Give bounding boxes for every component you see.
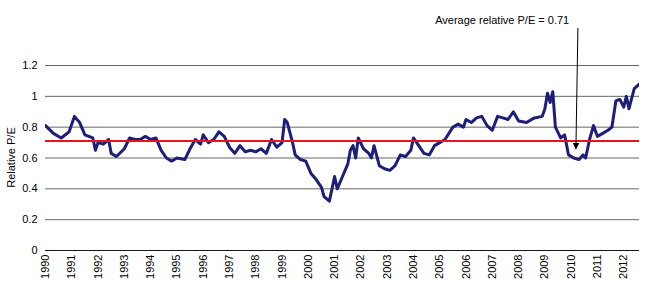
svg-text:2003: 2003 [381,255,393,279]
svg-text:0.6: 0.6 [22,152,37,164]
svg-text:2000: 2000 [302,255,314,279]
svg-text:0: 0 [31,244,37,256]
svg-text:2011: 2011 [591,255,603,279]
svg-text:2008: 2008 [512,255,524,279]
svg-text:1.2: 1.2 [22,59,37,71]
svg-text:1991: 1991 [65,255,77,279]
svg-text:2004: 2004 [407,255,419,279]
svg-text:1994: 1994 [144,255,156,279]
svg-text:0.2: 0.2 [22,213,37,225]
svg-text:1992: 1992 [92,255,104,279]
svg-text:1997: 1997 [223,255,235,279]
svg-text:Relative P/E: Relative P/E [5,127,17,188]
svg-text:1995: 1995 [170,255,182,279]
svg-text:1998: 1998 [249,255,261,279]
svg-text:1993: 1993 [118,255,130,279]
svg-text:1: 1 [31,90,37,102]
svg-text:2012: 2012 [617,255,629,279]
svg-text:2006: 2006 [460,255,472,279]
svg-text:2009: 2009 [538,255,550,279]
svg-text:2010: 2010 [565,255,577,279]
svg-text:1990: 1990 [39,255,51,279]
svg-text:0.4: 0.4 [22,182,37,194]
svg-text:2002: 2002 [354,255,366,279]
svg-text:1999: 1999 [276,255,288,279]
svg-text:0.8: 0.8 [22,121,37,133]
svg-text:2001: 2001 [328,255,340,279]
svg-text:2007: 2007 [486,255,498,279]
svg-text:Average relative P/E = 0.71: Average relative P/E = 0.71 [435,14,569,26]
svg-text:1996: 1996 [197,255,209,279]
svg-text:2005: 2005 [433,255,445,279]
